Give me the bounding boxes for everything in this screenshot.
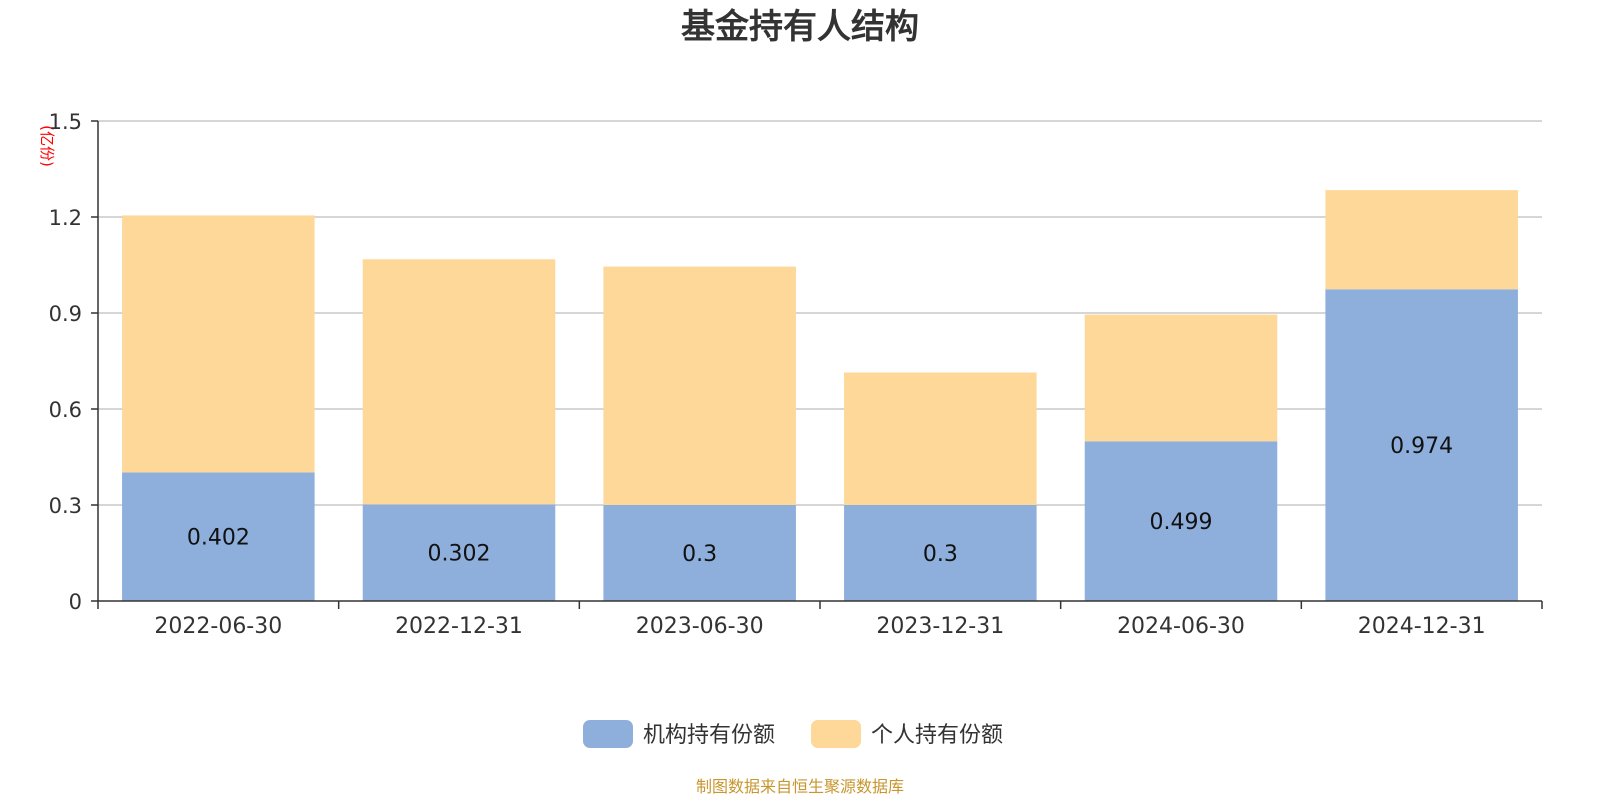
x-tick-label: 2023-12-31: [876, 614, 1004, 639]
x-tick-label: 2024-12-31: [1358, 614, 1486, 639]
y-tick-label: 0: [69, 590, 82, 614]
x-tick-label: 2022-06-30: [154, 614, 282, 639]
x-tick-label: 2023-06-30: [636, 614, 764, 639]
legend: 机构持有份额 个人持有份额: [583, 720, 1003, 748]
y-axis-unit-label: (亿份): [38, 125, 56, 167]
bar-institutional: [122, 472, 315, 601]
bar-data-label: 0.402: [187, 526, 250, 551]
bar-data-label: 0.499: [1150, 510, 1213, 535]
chart-title: 基金持有人结构: [681, 7, 919, 47]
bars-group: 0.402 0.302 0.3 0.3 0.499 0.974: [122, 190, 1518, 601]
y-tick-label: 1.5: [49, 110, 82, 134]
bar-institutional: [362, 504, 556, 601]
source-note: 制图数据来自恒生聚源数据库: [696, 777, 904, 796]
legend-swatch: [583, 720, 633, 748]
x-tick-label: 2022-12-31: [395, 614, 523, 639]
y-tick-label: 0.9: [49, 302, 82, 326]
bar-individual: [603, 266, 796, 505]
axes-group: 0 0.3 0.6 0.9 1.2 1.5 2022-06-30 2022-12-31 2023…: [49, 110, 1543, 639]
y-tick-label: 1.2: [49, 206, 82, 230]
y-tick-label: 0.3: [49, 494, 82, 518]
bar-data-label: 0.3: [923, 542, 958, 567]
bar-institutional: [1084, 441, 1278, 601]
legend-item-institutional[interactable]: 机构持有份额: [583, 720, 775, 748]
bar-institutional: [603, 505, 796, 601]
bar-individual: [1325, 190, 1518, 290]
bar-individual: [122, 215, 315, 473]
bar-institutional: [1325, 289, 1518, 601]
bar-individual: [362, 259, 556, 505]
legend-swatch: [811, 720, 861, 748]
y-tick-label: 0.6: [49, 398, 82, 422]
bar-data-label: 0.3: [682, 542, 717, 567]
bar-individual: [1084, 314, 1278, 442]
bar-institutional: [844, 505, 1037, 601]
x-tick-label: 2024-06-30: [1117, 614, 1245, 639]
legend-label: 个人持有份额: [871, 723, 1003, 748]
bar-individual: [844, 372, 1037, 505]
legend-label: 机构持有份额: [643, 723, 775, 748]
grid-lines: [98, 120, 1542, 506]
legend-item-individual[interactable]: 个人持有份额: [811, 720, 1003, 748]
bar-data-label: 0.302: [428, 542, 491, 567]
bar-data-label: 0.974: [1390, 434, 1453, 459]
